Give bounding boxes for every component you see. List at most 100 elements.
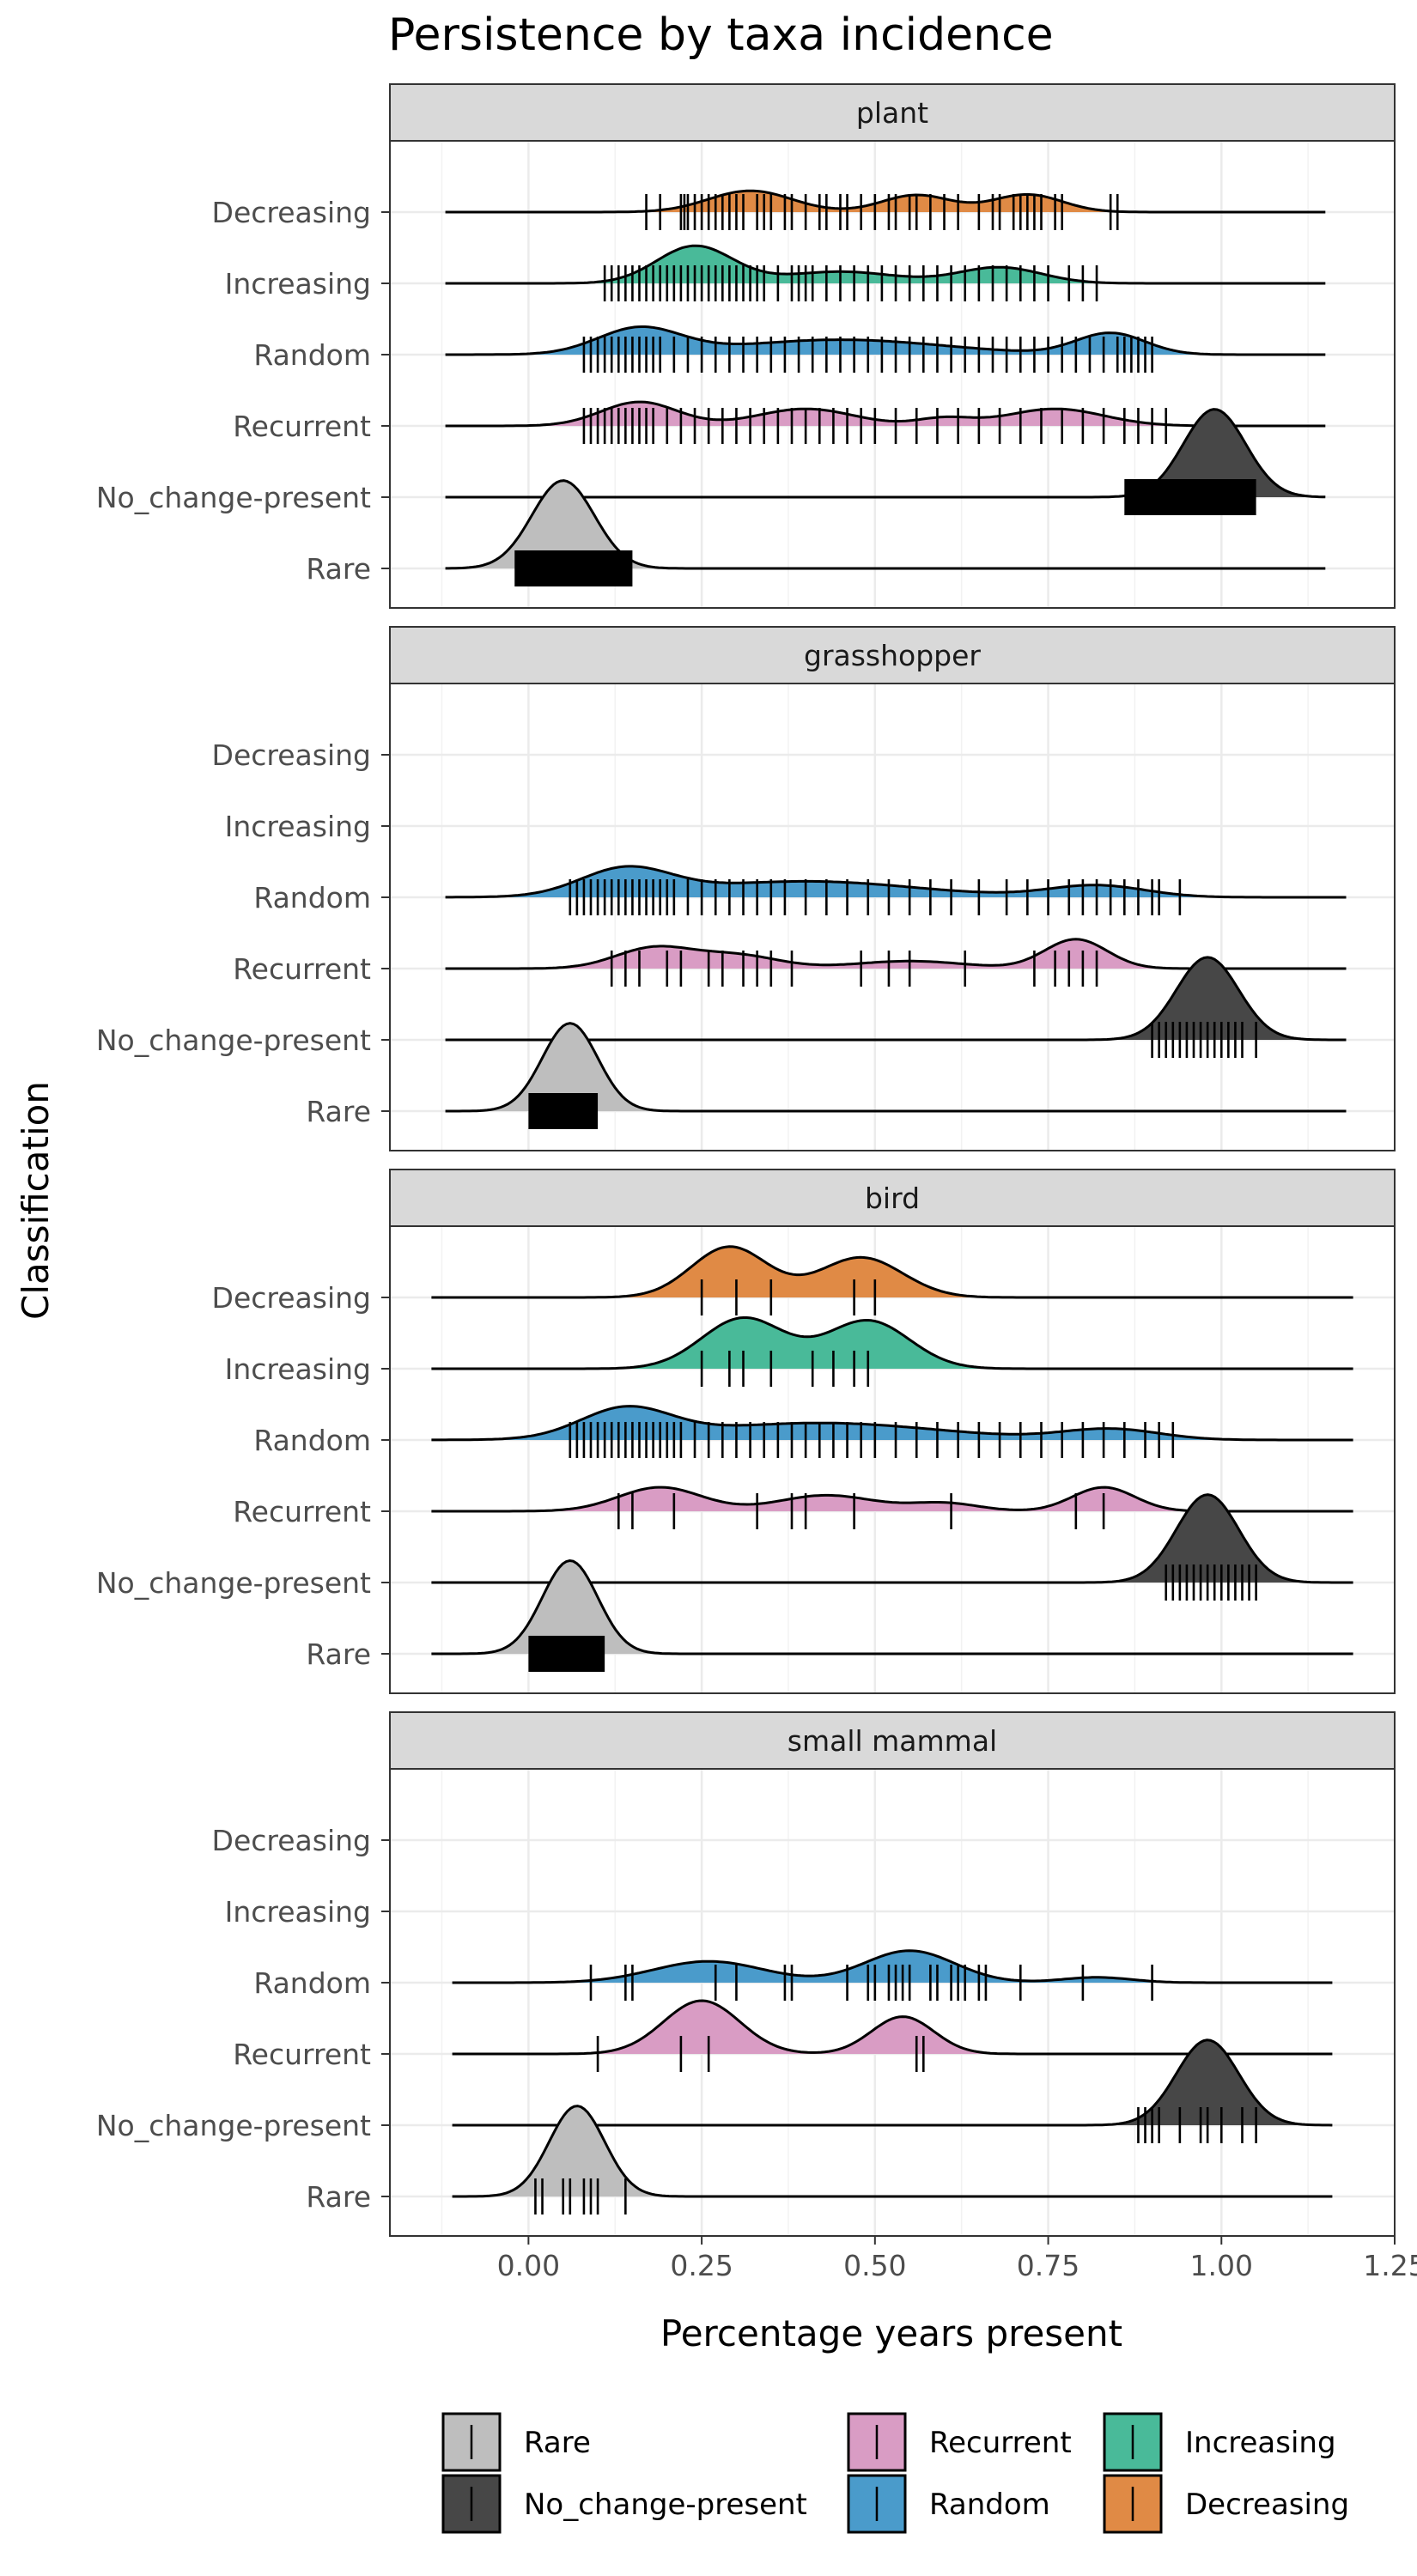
y-tick-label: Rare xyxy=(306,1095,371,1128)
density-outline xyxy=(445,479,1326,570)
density-fill xyxy=(431,1317,1353,1369)
facet-bird: bird Decreasing Increasing Random Recurrent N… xyxy=(96,1169,1396,1694)
density-fill xyxy=(452,1950,1333,1983)
facet-small-mammal: small mammal Decreasing Increasing Random Re… xyxy=(96,1711,1396,2237)
ridge-rare xyxy=(445,1022,1347,1129)
y-tick-label: Recurrent xyxy=(233,410,371,443)
legend-label: Recurrent xyxy=(929,2426,1072,2460)
facet-panels: plant Decreasing Increasing Random Recurrent… xyxy=(96,83,1396,2237)
density-fill xyxy=(452,2001,1333,2054)
ridge-increasing xyxy=(445,244,1326,301)
density-outline xyxy=(445,244,1326,285)
facet-strip-label: grasshopper xyxy=(804,639,981,672)
x-tick-label: 0.00 xyxy=(497,2249,560,2282)
facet-plant: plant Decreasing Increasing Random Recurrent… xyxy=(96,83,1396,609)
ridge-no_change-present xyxy=(445,408,1326,515)
facet-strip-label: small mammal xyxy=(788,1724,997,1758)
x-tick-label: 0.50 xyxy=(843,2249,906,2282)
x-axis-title: Percentage years present xyxy=(660,2312,1122,2354)
y-tick-label: Decreasing xyxy=(212,1281,371,1315)
facet-strip xyxy=(389,1711,1396,1770)
panel-border xyxy=(389,1768,1396,2237)
legend: Rare No_change-present Recurrent Random Incr… xyxy=(441,2412,1349,2534)
y-tick-label: Rare xyxy=(306,1637,371,1671)
x-tick-label: 1.25 xyxy=(1363,2249,1417,2282)
facet-strip-label: bird xyxy=(865,1182,920,1215)
rug-tick-cluster xyxy=(1124,479,1256,515)
y-tick-label: No_change-present xyxy=(96,2109,371,2142)
density-outline xyxy=(452,2105,1333,2198)
density-outline xyxy=(452,1999,1333,2056)
ridge-recurrent xyxy=(445,400,1326,444)
y-tick-label: Increasing xyxy=(225,267,371,301)
ridge-decreasing xyxy=(445,189,1326,230)
density-fill xyxy=(431,1246,1353,1297)
panel-border xyxy=(389,1225,1396,1694)
y-axis-title: Classification xyxy=(15,1081,57,1320)
legend-item-random: Random xyxy=(847,2474,1050,2534)
y-tick-label: Random xyxy=(253,338,371,372)
y-tick-label: Increasing xyxy=(225,1895,371,1929)
legend-label: No_change-present xyxy=(524,2488,807,2522)
x-axis: 0.00 0.25 0.50 0.75 1.00 1.25 xyxy=(497,2236,1417,2282)
y-tick-label: Recurrent xyxy=(233,2038,371,2071)
density-outline xyxy=(452,2038,1333,2127)
facet-strip xyxy=(389,83,1396,142)
legend-label: Decreasing xyxy=(1185,2488,1349,2522)
ridge-no_change-present xyxy=(452,2038,1333,2143)
y-tick-label: No_change-present xyxy=(96,1024,371,1057)
ridge-no_change-present xyxy=(445,956,1347,1058)
density-fill xyxy=(452,2039,1333,2125)
density-fill xyxy=(445,246,1326,283)
y-tick-label: Decreasing xyxy=(212,1824,371,1857)
y-tick-label: Increasing xyxy=(225,810,371,843)
y-tick-label: Random xyxy=(253,881,371,914)
ridge-rare xyxy=(452,2105,1333,2215)
density-outline xyxy=(445,956,1347,1042)
legend-item-rare: Rare xyxy=(441,2412,591,2472)
ridge-rare xyxy=(445,479,1326,586)
density-fill xyxy=(431,1560,1353,1654)
density-outline xyxy=(431,1316,1353,1370)
density-fill xyxy=(431,1487,1353,1511)
rug-tick-cluster xyxy=(528,1636,605,1672)
y-tick-label: No_change-present xyxy=(96,1566,371,1600)
density-outline xyxy=(445,325,1326,356)
y-tick-label: Rare xyxy=(306,2180,371,2214)
density-outline xyxy=(452,1949,1333,1984)
ridge-random xyxy=(445,865,1347,915)
y-tick-label: Increasing xyxy=(225,1352,371,1386)
y-tick-label: Recurrent xyxy=(233,1495,371,1528)
density-outline xyxy=(431,1558,1353,1656)
ridge-decreasing xyxy=(431,1245,1353,1315)
density-outline xyxy=(445,189,1326,214)
ridge-random xyxy=(431,1405,1353,1458)
panel-border xyxy=(389,140,1396,609)
legend-item-decreasing: Decreasing xyxy=(1103,2474,1349,2534)
y-tick-label: Decreasing xyxy=(212,738,371,772)
facet-strip-label: plant xyxy=(856,96,928,130)
ridge-recurrent xyxy=(452,1999,1333,2072)
panel-border xyxy=(389,683,1396,1151)
ridge-rare xyxy=(431,1558,1353,1672)
facet-strip xyxy=(389,626,1396,684)
rug-tick-cluster xyxy=(514,550,633,586)
density-outline xyxy=(431,1405,1353,1442)
ridge-increasing xyxy=(431,1316,1353,1387)
y-tick-label: No_change-present xyxy=(96,481,371,514)
legend-label: Increasing xyxy=(1185,2426,1336,2460)
y-tick-label: Rare xyxy=(306,552,371,586)
chart-title: Persistence by taxa incidence xyxy=(388,9,1054,61)
x-tick-label: 1.00 xyxy=(1190,2249,1253,2282)
density-fill xyxy=(431,1406,1353,1440)
ridge-random xyxy=(452,1949,1333,2001)
y-tick-label: Random xyxy=(253,1966,371,2000)
legend-item-no_change-present: No_change-present xyxy=(441,2474,807,2534)
x-tick-label: 0.25 xyxy=(670,2249,733,2282)
density-outline xyxy=(431,1245,1353,1299)
density-fill xyxy=(431,1494,1353,1583)
ridge-recurrent xyxy=(431,1485,1353,1529)
density-outline xyxy=(445,400,1326,428)
y-tick-label: Random xyxy=(253,1424,371,1457)
density-fill xyxy=(452,2105,1333,2196)
